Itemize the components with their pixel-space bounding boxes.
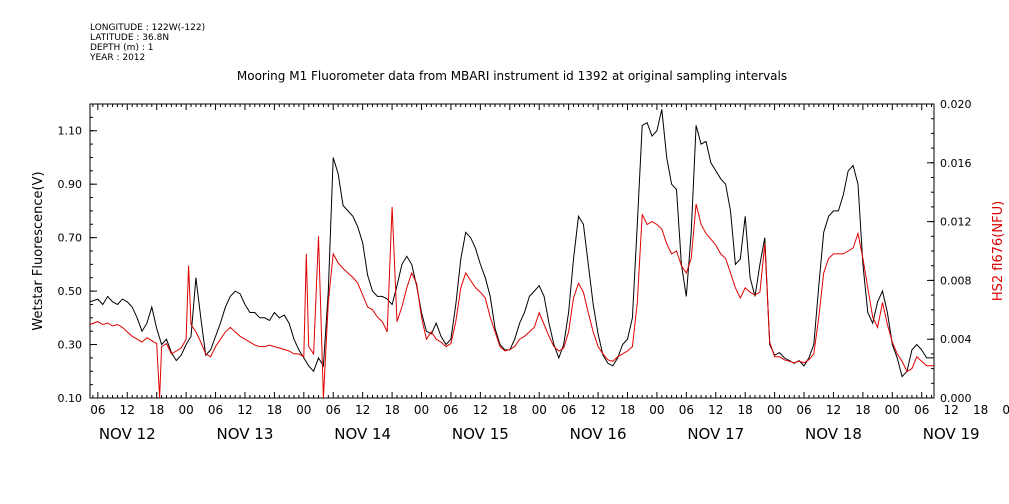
x-hour-tick-label: 00 <box>885 403 900 417</box>
x-hour-tick-label: 18 <box>973 403 988 417</box>
x-hour-tick-label: 12 <box>237 403 252 417</box>
x-hour-tick-label: 00 <box>178 403 193 417</box>
x-day-label: NOV 12 <box>99 425 156 443</box>
x-hour-tick-label: 06 <box>90 403 105 417</box>
y-left-label: Wetstar Fluorescence(V) <box>31 171 46 330</box>
meta-depth: DEPTH (m) : 1 <box>90 43 153 53</box>
y-left-tick-label: 1.10 <box>58 125 83 138</box>
y-right-tick-label: 0.008 <box>940 274 972 287</box>
x-hour-tick-label: 00 <box>767 403 782 417</box>
series-layer <box>89 109 934 399</box>
y-right-tick-label: 0.012 <box>940 216 972 229</box>
x-day-label: NOV 16 <box>570 425 627 443</box>
x-hour-tick-label: 18 <box>738 403 753 417</box>
x-hour-tick-label: 06 <box>326 403 341 417</box>
x-hour-tick-label: 18 <box>620 403 635 417</box>
series-line-wetstar <box>89 109 934 378</box>
x-hour-tick-label: 00 <box>1002 403 1009 417</box>
x-hour-tick-label: 06 <box>679 403 694 417</box>
x-day-label: NOV 19 <box>923 425 980 443</box>
x-day-label: NOV 18 <box>805 425 862 443</box>
y-left-tick-label: 0.70 <box>58 232 83 245</box>
x-hour-tick-label: 18 <box>149 403 164 417</box>
meta-latitude: LATITUDE : 36.8N <box>90 33 169 43</box>
meta-longitude: LONGITUDE : 122W(-122) <box>90 23 205 33</box>
x-hour-tick-label: 06 <box>208 403 223 417</box>
y-right-axis: 0.000 0.004 0.008 0.012 0.016 0.020 <box>927 98 972 405</box>
series-line-hs2 <box>89 203 934 399</box>
y-right-tick-label: 0.004 <box>940 333 972 346</box>
y-left-tick-label: 0.90 <box>58 178 83 191</box>
plot-frame <box>89 103 935 399</box>
x-hour-tick-label: 06 <box>561 403 576 417</box>
x-hour-tick-label: 06 <box>796 403 811 417</box>
y-left-tick-label: 0.30 <box>58 339 83 352</box>
x-hour-tick-label: 18 <box>384 403 399 417</box>
x-hour-tick-label: 00 <box>296 403 311 417</box>
chart-title: Mooring M1 Fluorometer data from MBARI i… <box>237 69 787 83</box>
x-hour-ticks: 06 12 18 00 06 12 18 00 06 12 18 00 06 12 18 00 06 12 18 00… <box>90 403 1009 417</box>
x-hour-tick-label: 06 <box>443 403 458 417</box>
minor-ticks <box>92 104 933 398</box>
metadata-block: LONGITUDE : 122W(-122) LATITUDE : 36.8N … <box>89 23 205 63</box>
x-day-labels: NOV 12 NOV 13 NOV 14 NOV 15 NOV 16 NOV 17 NOV … <box>99 425 980 443</box>
x-hour-tick-label: 12 <box>708 403 723 417</box>
x-hour-tick-label: 00 <box>532 403 547 417</box>
x-day-label: NOV 13 <box>217 425 274 443</box>
x-hour-tick-label: 18 <box>502 403 517 417</box>
y-right-tick-label: 0.016 <box>940 157 972 170</box>
y-left-axis: 0.10 0.30 0.50 0.70 0.90 1.10 <box>58 103 97 405</box>
x-hour-tick-label: 12 <box>590 403 605 417</box>
x-hour-tick-label: 18 <box>267 403 282 417</box>
x-day-label: NOV 15 <box>452 425 509 443</box>
x-hour-tick-label: 12 <box>473 403 488 417</box>
x-hour-tick-label: 12 <box>355 403 370 417</box>
x-hour-tick-label: 18 <box>855 403 870 417</box>
y-left-tick-label: 0.50 <box>58 285 83 298</box>
meta-year: YEAR : 2012 <box>89 53 145 63</box>
y-right-label: HS2 fl676(NFU) <box>991 201 1006 301</box>
y-right-tick-label: 0.020 <box>940 98 972 111</box>
x-hour-tick-label: 00 <box>414 403 429 417</box>
x-hour-tick-label: 00 <box>649 403 664 417</box>
y-right-tick-label: 0.000 <box>940 392 972 405</box>
y-left-tick-label: 0.10 <box>58 392 83 405</box>
x-hour-tick-label: 12 <box>120 403 135 417</box>
x-hour-tick-label: 12 <box>944 403 959 417</box>
x-day-label: NOV 17 <box>687 425 744 443</box>
x-hour-tick-label: 06 <box>914 403 929 417</box>
x-hour-tick-label: 12 <box>826 403 841 417</box>
x-day-label: NOV 14 <box>334 425 391 443</box>
